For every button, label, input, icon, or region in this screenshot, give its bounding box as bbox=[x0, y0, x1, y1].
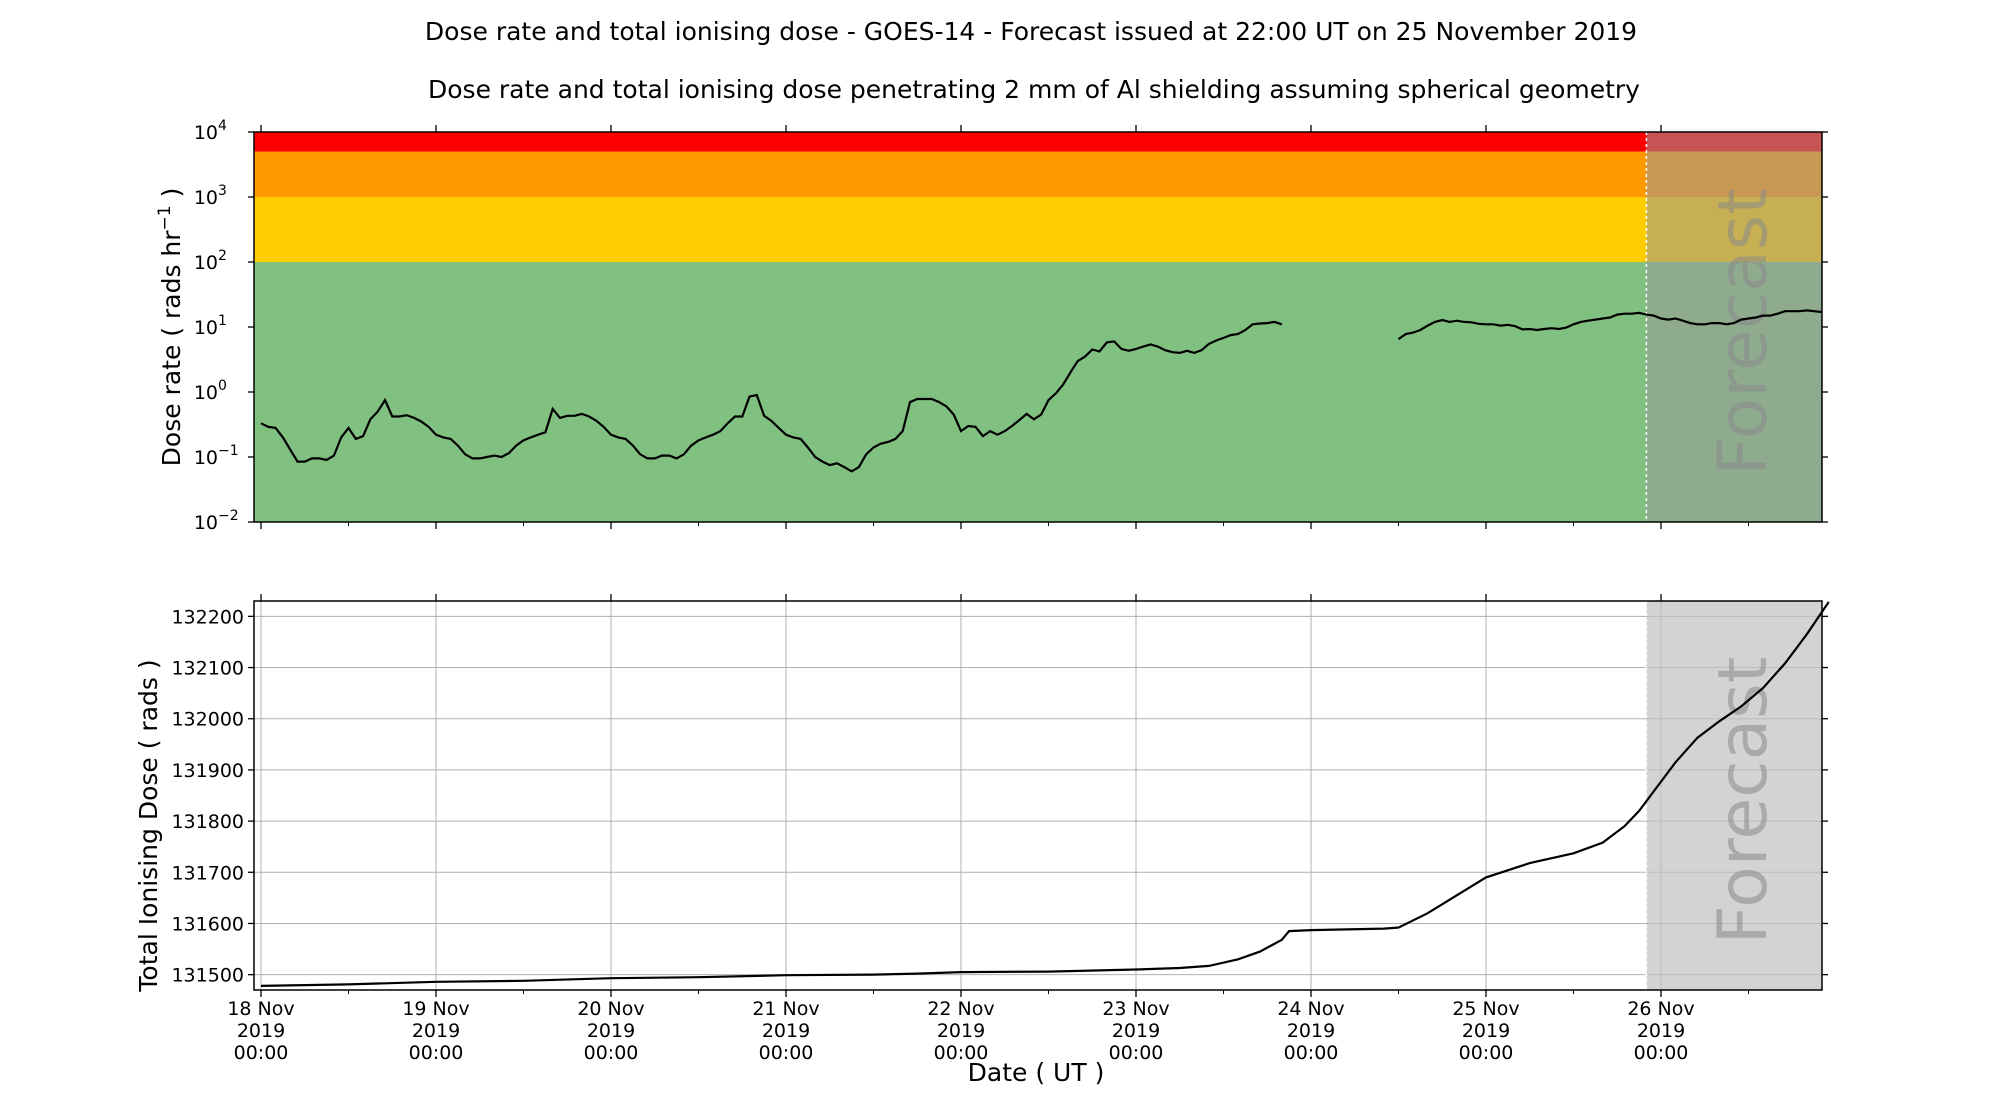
x-tick-label-line: 26 Nov bbox=[1627, 998, 1694, 1020]
dose-rate-y-tick-label: 10 bbox=[194, 317, 218, 339]
dose-rate-forecast-label: Forecast bbox=[1704, 188, 1783, 476]
dose-rate-y-label: Dose rate ( rads hr−1 ) bbox=[155, 188, 186, 467]
x-tick-label-line: 00:00 bbox=[759, 1042, 814, 1064]
x-tick-label-line: 2019 bbox=[1462, 1020, 1510, 1042]
total-dose-forecast-label: Forecast bbox=[1704, 657, 1783, 945]
total-dose-y-tick-label: 132000 bbox=[171, 709, 244, 731]
total-dose-y-label: Total Ionising Dose ( rads ) bbox=[134, 659, 163, 992]
x-tick-label-line: 23 Nov bbox=[1102, 998, 1169, 1020]
x-tick-label-line: 2019 bbox=[1112, 1020, 1160, 1042]
dose-rate-y-tick-label: 10 bbox=[194, 512, 218, 534]
x-tick-label-line: 2019 bbox=[762, 1020, 810, 1042]
total-dose-series-line bbox=[260, 601, 1830, 987]
x-tick-label-line: 00:00 bbox=[934, 1042, 989, 1064]
x-tick-label-line: 2019 bbox=[587, 1020, 635, 1042]
dose-rate-y-tick-label: 10 bbox=[194, 187, 218, 209]
x-tick-label-line: 2019 bbox=[237, 1020, 285, 1042]
x-tick-label-line: 2019 bbox=[1287, 1020, 1335, 1042]
x-tick-label-line: 2019 bbox=[937, 1020, 985, 1042]
total-dose-y-tick-label: 131900 bbox=[171, 760, 244, 782]
x-tick-label-line: 00:00 bbox=[409, 1042, 464, 1064]
dose-rate-band-2 bbox=[254, 151, 1822, 197]
dose-rate-y-tick-label: 10 bbox=[194, 382, 218, 404]
dose-rate-y-tick-exp: 1 bbox=[218, 313, 227, 329]
dose-rate-series-line bbox=[260, 309, 1822, 473]
total-dose-forecast-shade bbox=[1646, 601, 1822, 990]
x-tick-label-line: 19 Nov bbox=[402, 998, 469, 1020]
x-tick-label-line: 18 Nov bbox=[227, 998, 294, 1020]
dose-rate-band-0 bbox=[254, 262, 1822, 522]
dose-rate-bands bbox=[254, 132, 1822, 522]
x-tick-label-line: 00:00 bbox=[584, 1042, 639, 1064]
total-dose-grid bbox=[254, 601, 1822, 990]
total-dose-y-tick-label: 131600 bbox=[171, 913, 244, 935]
dose-rate-forecast-shade bbox=[1646, 132, 1822, 522]
x-tick-label-line: 24 Nov bbox=[1277, 998, 1344, 1020]
total-dose-y-tick-label: 132100 bbox=[171, 658, 244, 680]
total-dose-y-tick-label: 132200 bbox=[171, 606, 244, 628]
dose-rate-y-tick-exp: −2 bbox=[218, 508, 239, 524]
chart-subtitle: Dose rate and total ionising dose penetr… bbox=[428, 75, 1640, 104]
dose-rate-y-tick-exp: 4 bbox=[218, 118, 227, 134]
chart-title: Dose rate and total ionising dose - GOES… bbox=[425, 17, 1637, 46]
total-dose-y-tick-label: 131700 bbox=[171, 862, 244, 884]
x-tick-label-line: 25 Nov bbox=[1452, 998, 1519, 1020]
x-tick-label-line: 00:00 bbox=[234, 1042, 289, 1064]
dose-rate-y-tick-label: 10 bbox=[194, 447, 218, 469]
dose-rate-band-3 bbox=[254, 132, 1822, 152]
dose-rate-y-tick-exp: 0 bbox=[218, 378, 227, 394]
x-tick-label-line: 2019 bbox=[1637, 1020, 1685, 1042]
dose-rate-y-label-part: −1 bbox=[155, 205, 175, 230]
total-dose-y-tick-label: 131500 bbox=[171, 965, 244, 987]
total-dose-y-ticks: 131500 131600 131700 131800 131900 132000 1321… bbox=[171, 606, 1828, 987]
dose-rate-band-1 bbox=[254, 197, 1822, 262]
x-tick-label-line: 2019 bbox=[412, 1020, 460, 1042]
dose-rate-y-tick-label: 10 bbox=[194, 122, 218, 144]
dose-rate-y-tick-exp: 3 bbox=[218, 183, 227, 199]
x-tick-label-line: 00:00 bbox=[1459, 1042, 1514, 1064]
total-dose-axes-frame bbox=[253, 600, 1823, 991]
total-dose-background bbox=[254, 601, 1822, 990]
x-tick-label-line: 00:00 bbox=[1284, 1042, 1339, 1064]
dose-rate-y-tick-exp: 2 bbox=[218, 248, 227, 264]
x-tick-label-line: 00:00 bbox=[1634, 1042, 1689, 1064]
total-dose-y-tick-label: 131800 bbox=[171, 811, 244, 833]
dose-rate-y-label-part: ) bbox=[157, 188, 186, 206]
dose-rate-y-tick-label: 10 bbox=[194, 252, 218, 274]
total-dose-panel: Forecast 1315001316001317001318001319001… bbox=[134, 594, 1830, 1064]
x-tick-label-line: 20 Nov bbox=[577, 998, 644, 1020]
dose-rate-y-tick-exp: −1 bbox=[218, 443, 239, 459]
x-tick-label-line: 22 Nov bbox=[927, 998, 994, 1020]
x-axis-label: Date ( UT ) bbox=[968, 1058, 1105, 1087]
dose-rate-axes-frame bbox=[253, 131, 1823, 523]
x-tick-label-line: 00:00 bbox=[1109, 1042, 1164, 1064]
dose-rate-y-label-part: Dose rate ( rads hr bbox=[157, 230, 186, 467]
x-tick-label-line: 21 Nov bbox=[752, 998, 819, 1020]
dose-rate-x-ticks bbox=[260, 125, 1749, 529]
